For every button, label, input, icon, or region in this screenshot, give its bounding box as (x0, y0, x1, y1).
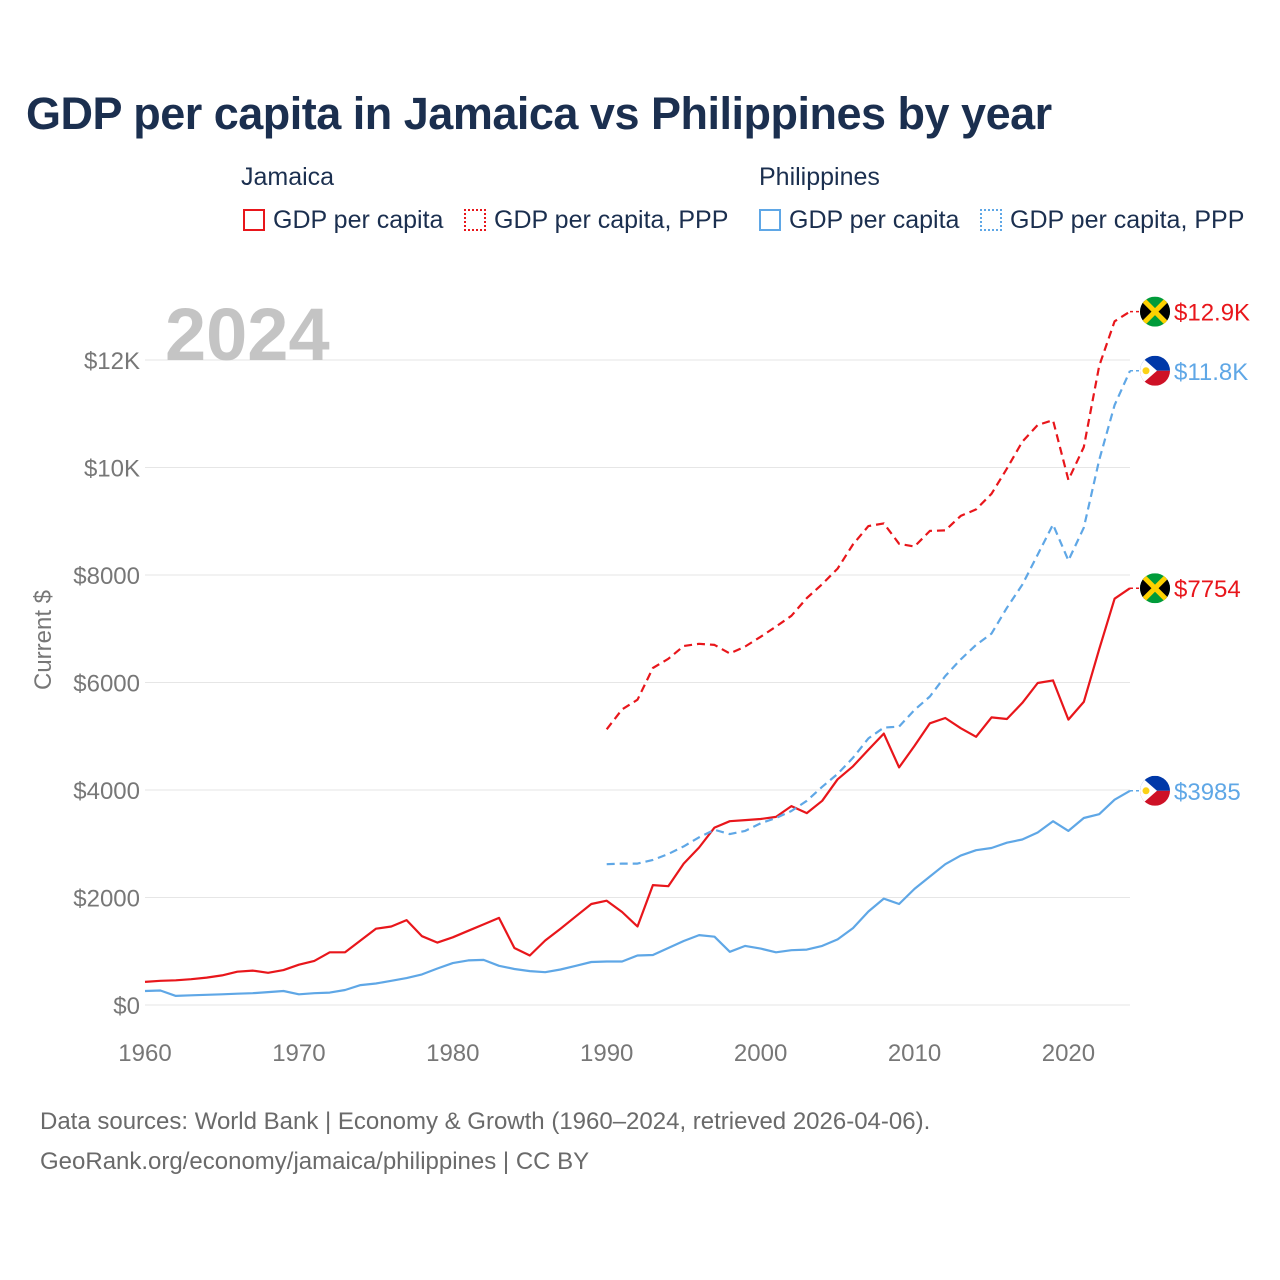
flag-triangle (1140, 296, 1155, 327)
series-line-1 (144, 587, 1131, 983)
footer-sources: Data sources: World Bank | Economy & Gro… (40, 1108, 931, 1135)
flag-triangle (1140, 573, 1155, 604)
legend-jamaica-gdp[interactable]: GDP per capita (243, 205, 443, 235)
jamaica-flag-icon (1140, 573, 1170, 604)
flag-saltire (1140, 573, 1170, 604)
y-tick-label: $0 (113, 993, 140, 1020)
end-value-label: $12.9K (1174, 300, 1250, 327)
grid-lines (145, 359, 1130, 1006)
legend-jamaica-title: Jamaica (241, 163, 335, 191)
flag-sun (1142, 787, 1150, 795)
y-tick-label: $8000 (73, 563, 140, 590)
chart-title: GDP per capita in Jamaica vs Philippines… (26, 88, 1052, 139)
flag-saltire (1140, 296, 1170, 327)
y-axis-ticks: $0 $2000 $4000 $6000 $8000 $10K $12K (73, 348, 140, 1020)
flag-triangle (1155, 296, 1170, 327)
y-axis-label: Current $ (30, 590, 57, 690)
legend-label: GDP per capita, PPP (1010, 205, 1245, 234)
x-tick-label: 1980 (426, 1040, 479, 1067)
end-value-label: $11.8K (1174, 359, 1248, 386)
end-value-label: $7754 (1174, 576, 1241, 603)
series-line-3 (144, 789, 1131, 997)
y-tick-label: $2000 (73, 886, 140, 913)
y-tick-label: $12K (84, 348, 140, 375)
x-tick-label: 2010 (888, 1040, 941, 1067)
legend-swatch-solid-icon (243, 209, 265, 231)
philippines-flag-icon (1140, 775, 1170, 806)
jamaica-flag-icon (1140, 296, 1170, 327)
flag-sun (1142, 367, 1150, 375)
year-display: 2024 (165, 293, 330, 376)
philippines-flag-icon (1140, 355, 1170, 386)
x-tick-label: 1960 (118, 1040, 171, 1067)
end-markers: $7754 $12.9K $3985 $11.8K (1130, 296, 1250, 806)
legend-label: GDP per capita (273, 205, 444, 234)
flag-triangle (1155, 573, 1170, 604)
y-tick-label: $6000 (73, 671, 140, 698)
legend-jamaica-ppp[interactable]: GDP per capita, PPP (464, 205, 728, 235)
series-lines (144, 310, 1132, 997)
legend-label: GDP per capita, PPP (494, 205, 729, 234)
y-tick-label: $10K (84, 456, 140, 483)
legend-philippines-ppp[interactable]: GDP per capita, PPP (980, 205, 1244, 235)
end-value-label: $3985 (1174, 779, 1241, 806)
legend-philippines-title: Philippines (759, 163, 880, 191)
x-tick-label: 2020 (1042, 1040, 1095, 1067)
legend-swatch-dotted-icon (464, 209, 486, 231)
legend-swatch-solid-icon (759, 209, 781, 231)
x-tick-label: 1970 (272, 1040, 325, 1067)
series-line-4 (606, 370, 1132, 866)
series-line-2 (605, 310, 1131, 730)
footer-link[interactable]: GeoRank.org/economy/jamaica/philippines … (40, 1148, 590, 1175)
x-tick-label: 1990 (580, 1040, 633, 1067)
x-tick-label: 2000 (734, 1040, 787, 1067)
legend-philippines-gdp[interactable]: GDP per capita (759, 205, 959, 235)
x-axis-ticks: 1960 1970 1980 1990 2000 2010 2020 (118, 1040, 1095, 1067)
y-tick-label: $4000 (73, 778, 140, 805)
legend-label: GDP per capita (789, 205, 960, 234)
legend-swatch-dotted-icon (980, 209, 1002, 231)
